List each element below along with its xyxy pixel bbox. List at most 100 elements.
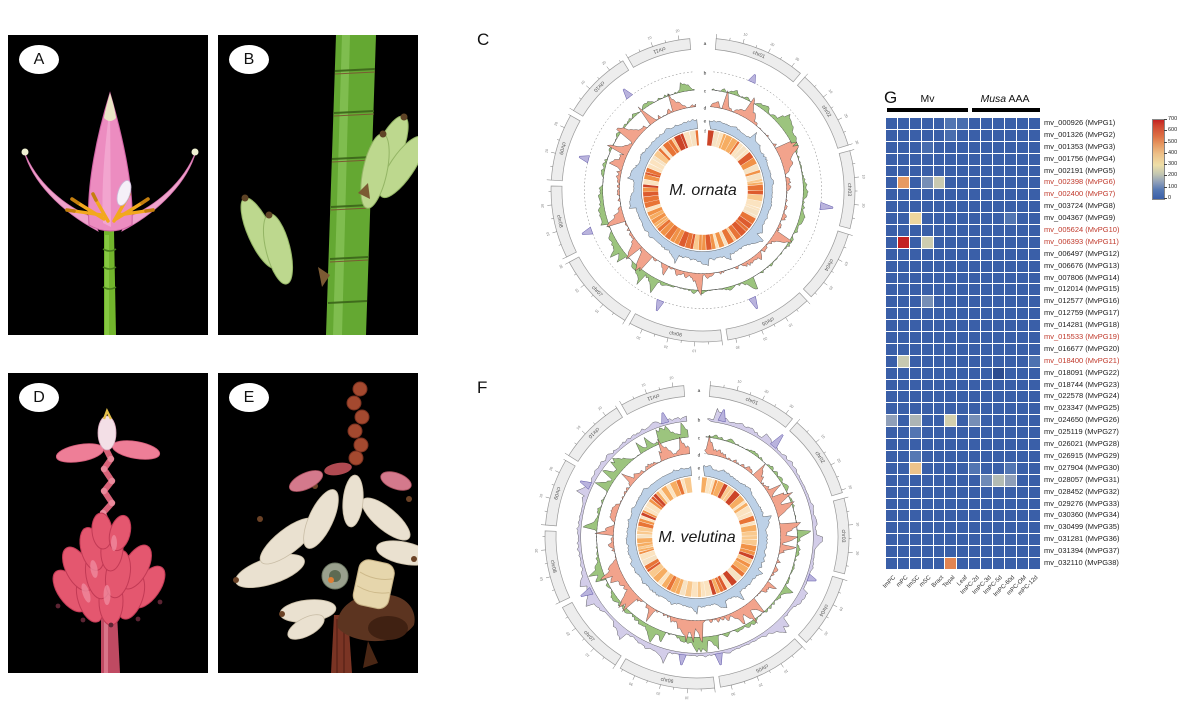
heatmap-cell [957,427,969,439]
heatmap-cell [933,546,945,557]
heatmap-cell [957,510,969,522]
heatmap-cell [993,403,1004,415]
heatmap-cell [993,248,1004,260]
heatmap-cell [1004,427,1016,439]
heatmap-cell [921,177,933,189]
heatmap-cell [981,141,993,153]
heatmap-cell [1028,379,1040,391]
heatmap-cell [981,296,993,308]
heatmap-cell [1028,284,1040,296]
panel-f-letter: F [477,378,488,397]
heatmap-cell [886,141,897,153]
heatmap-column-label: mSC [919,574,933,589]
heatmap-cell [993,201,1004,213]
heatmap-cell [969,498,981,510]
heatmap-cell [945,498,957,510]
heatmap-cell [1016,355,1028,367]
heatmap-cell [1004,141,1016,153]
svg-text:20: 20 [843,113,848,118]
svg-text:chr03: chr03 [846,183,852,196]
heatmap-cell [945,534,957,546]
heatmap-row-label: mv_029276 (MvPG33) [1044,498,1120,508]
heatmap-cell [993,355,1004,367]
heatmap-cell [897,498,909,510]
heatmap-cell [969,439,981,450]
svg-text:20: 20 [656,691,661,696]
heatmap-cell [1028,308,1040,320]
heatmap-cell [993,189,1004,201]
heatmap-cell [1016,153,1028,165]
heatmap-cell [1004,296,1016,308]
heatmap-cell [957,189,969,201]
heatmap-row-label: mv_012014 (MvPG15) [1044,284,1120,294]
svg-text:10: 10 [838,606,843,611]
heatmap-cell [897,236,909,248]
heatmap-cell [1004,308,1016,320]
group-bar-musa-aaa [972,108,1040,112]
heatmap-cell [993,522,1004,534]
heatmap-cell [897,391,909,403]
velutina-peeling-fruit-illustration [233,381,418,673]
heatmap-cell [1016,236,1028,248]
heatmap-cell [945,153,957,165]
heatmap-cell [897,474,909,486]
heatmap-cell [945,213,957,225]
track-letter-f: f [704,129,706,135]
heatmap-cell [921,427,933,439]
heatmap-cell [909,462,921,474]
heatmap-cell [933,165,945,177]
svg-text:10: 10 [737,379,742,384]
heatmap-cell [933,343,945,355]
svg-text:20: 20 [565,631,571,637]
heatmap-cell [957,284,969,296]
heatmap-cell [933,129,945,141]
heatmap-cell [981,189,993,201]
fruit-cluster [52,512,166,626]
heatmap-row-label: mv_003724 (MvPG8) [1044,201,1116,211]
heatmap-cell [921,522,933,534]
heatmap-cell [993,260,1004,272]
heatmap-cell [897,141,909,153]
heatmap-cell [886,248,897,260]
heatmap-row-label: mv_018091 (MvPG22) [1044,367,1120,377]
heatmap-cell [981,153,993,165]
photo-panel-a: A [8,35,208,335]
heatmap-cell [921,355,933,367]
heatmap-cell [933,498,945,510]
heatmap-cell [897,296,909,308]
heatmap-cell [957,260,969,272]
heatmap-cell [993,284,1004,296]
svg-text:chr09: chr09 [552,486,562,500]
heatmap-cell [921,118,933,129]
heatmap-row-label: mv_030499 (MvPG35) [1044,522,1120,532]
heatmap-cell [969,272,981,284]
heatmap-cell [969,391,981,403]
heatmap-row-label: mv_007806 (MvPG14) [1044,272,1120,282]
heatmap-cell [981,391,993,403]
heatmap-cell [1016,439,1028,450]
heatmap-cell [981,522,993,534]
heatmap-cell [981,439,993,450]
heatmap-cell [1016,213,1028,225]
heatmap-cell [886,439,897,450]
heatmap-row-label: mv_015533 (MvPG19) [1044,332,1120,342]
heatmap-cell [921,486,933,498]
heatmap-cell [957,213,969,225]
heatmap-cell [897,522,909,534]
heatmap-cell [1028,403,1040,415]
svg-text:10: 10 [844,261,849,266]
heatmap-cell [897,165,909,177]
heatmap-cell [981,332,993,343]
heatmap-cell [1016,534,1028,546]
panel-b-letter: B [243,50,255,68]
heatmap-cell [1028,272,1040,284]
heatmap-cell [945,129,957,141]
heatmap-cell [897,450,909,462]
track-letter-e: e [704,119,707,124]
heatmap-cell [957,272,969,284]
heatmap-cell [933,177,945,189]
heatmap-cell [993,332,1004,343]
colorbar-tick-label: 600 [1168,127,1178,134]
heatmap-cell [1016,546,1028,557]
